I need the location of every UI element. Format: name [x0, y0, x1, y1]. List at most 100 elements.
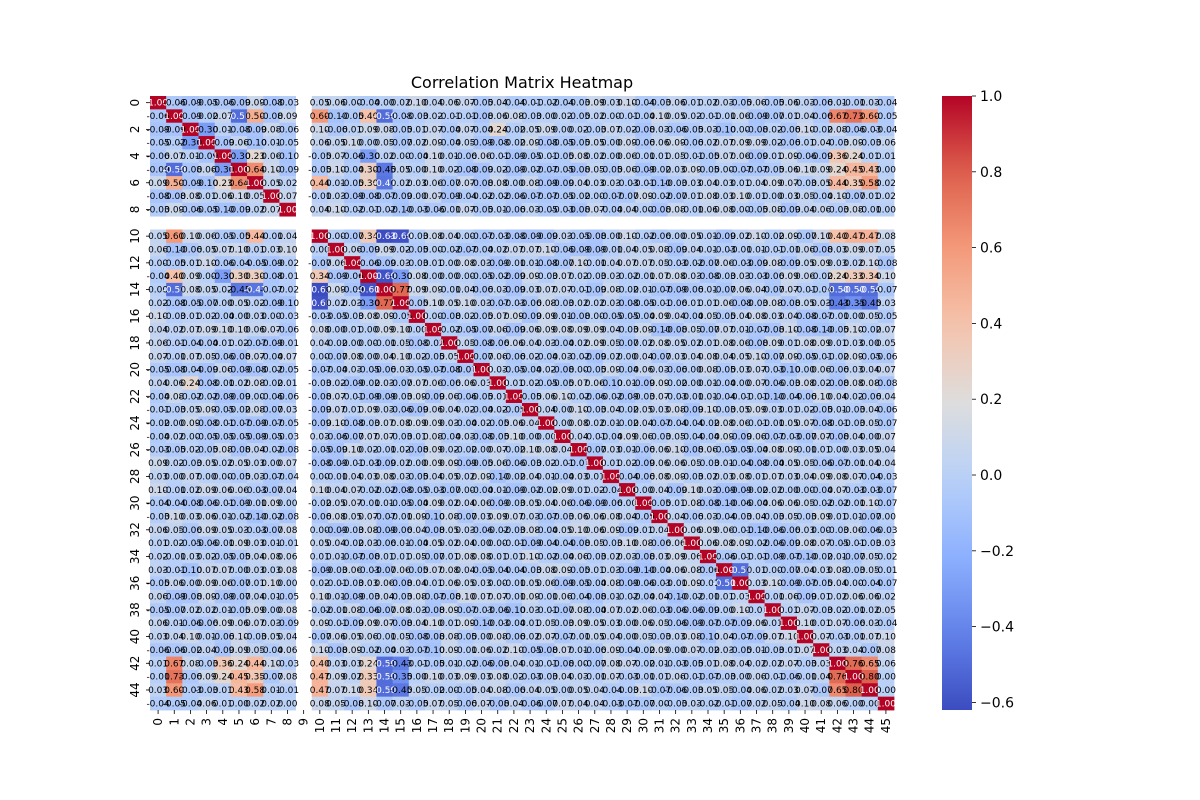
heatmap-cell: [505, 122, 523, 137]
cell-value-label: 0.04: [277, 486, 297, 496]
heatmap-cell: [408, 136, 426, 150]
heatmap-cell: [829, 122, 846, 137]
heatmap-cell: [732, 96, 749, 110]
heatmap-cell: [732, 136, 749, 150]
heatmap-cell: [538, 122, 555, 137]
heatmap-cell: [360, 149, 377, 164]
heatmap-cell: [489, 109, 507, 124]
cell-value-label: -0.10: [276, 152, 300, 162]
y-tick-label: 6: [128, 179, 142, 187]
cell-value-label: -0.08: [874, 259, 898, 269]
heatmap-cell: [150, 162, 167, 177]
heatmap-cell: [716, 122, 733, 137]
heatmap-cell: [441, 122, 458, 137]
cell-value-label: 0.05: [876, 606, 896, 616]
cell-value-label: 0.00: [277, 579, 297, 589]
y-tick-label: 10: [128, 229, 142, 244]
heatmap-cell: [602, 162, 620, 177]
x-tick-label: 0: [151, 718, 165, 726]
heatmap-cell: [150, 122, 167, 137]
heatmap-cell: [861, 136, 879, 150]
heatmap-cell: [716, 149, 733, 164]
cell-value-label: 0.00: [277, 699, 297, 709]
heatmap-cell: [522, 109, 539, 124]
heatmap-cell: [473, 96, 491, 110]
cell-value-label: 0.03: [876, 539, 896, 549]
cell-value-label: 0.04: [277, 232, 297, 242]
heatmap-cell: [247, 136, 264, 150]
heatmap-cell: [635, 162, 652, 177]
heatmap-cell: [505, 109, 523, 124]
heatmap-cell: [489, 96, 507, 110]
heatmap-cell: [748, 96, 765, 110]
heatmap-cell: [230, 162, 248, 177]
heatmap-cell: [360, 109, 377, 124]
heatmap-cell: [182, 96, 199, 110]
y-tick-label: 22: [128, 389, 142, 404]
heatmap-cell: [392, 149, 410, 164]
heatmap-cell: [505, 96, 523, 110]
heatmap-cell: [311, 149, 329, 164]
cell-value-label: 0.04: [876, 392, 896, 402]
heatmap-cell: [327, 109, 345, 124]
heatmap-cell: [150, 176, 167, 190]
cell-value-label: -0.02: [874, 553, 897, 563]
heatmap-cell: [651, 109, 668, 124]
x-tick-label: 43: [847, 718, 861, 733]
heatmap-cell: [699, 109, 717, 124]
cell-value-label: 0.08: [277, 606, 297, 616]
heatmap-cell: [327, 149, 345, 164]
heatmap-cell: [570, 149, 588, 164]
heatmap-cell: [376, 96, 393, 110]
heatmap-cell: [796, 136, 814, 150]
heatmap-cell: [214, 136, 232, 150]
cell-value-label: -0.02: [276, 286, 299, 296]
cell-value-label: 0.08: [277, 526, 297, 536]
x-tick-label: 44: [863, 718, 877, 733]
heatmap-cell: [457, 96, 474, 110]
heatmap-cell: [505, 162, 523, 177]
heatmap-cell: [845, 149, 863, 164]
cell-value-label: 0.04: [876, 446, 896, 456]
heatmap-cell: [230, 96, 248, 110]
y-tick-label: 18: [128, 335, 142, 350]
heatmap-cell: [602, 109, 620, 124]
heatmap-cell: [247, 149, 264, 164]
cell-value-label: -0.06: [276, 392, 300, 402]
cell-value-label: -0.02: [276, 259, 299, 269]
heatmap-cell: [522, 122, 539, 137]
heatmap-cell: [829, 149, 846, 164]
x-tick-label: 21: [491, 718, 505, 733]
heatmap-cell: [344, 96, 361, 110]
heatmap-cell: [796, 96, 814, 110]
cell-value-label: 0.08: [277, 673, 297, 683]
x-tick-label: 1: [167, 718, 181, 726]
heatmap-cell: [198, 176, 216, 190]
heatmap-cell: [635, 149, 652, 164]
heatmap-cell: [683, 122, 701, 137]
heatmap-cell: [861, 109, 879, 124]
heatmap-cell: [166, 162, 183, 177]
heatmap-cell: [424, 162, 442, 177]
heatmap-cell: [538, 96, 555, 110]
colorbar-tick-label: −0.6: [980, 695, 1014, 711]
heatmap-cell: [279, 109, 296, 124]
heatmap-cell: [570, 162, 588, 177]
heatmap-cell: [699, 96, 717, 110]
heatmap-cell: [279, 149, 296, 164]
heatmap-cell: [780, 109, 798, 124]
heatmap-cell: [198, 122, 216, 137]
colorbar-tick-label: −0.2: [980, 544, 1014, 560]
cell-value-label: -0.06: [874, 406, 898, 416]
cell-value-label: -0.08: [276, 512, 300, 522]
cell-value-label: -0.05: [276, 139, 299, 149]
cell-value-label: 0.02: [876, 192, 896, 202]
heatmap-cell: [247, 122, 264, 137]
heatmap-cell: [586, 149, 604, 164]
heatmap-cell: [586, 136, 604, 150]
x-tick-label: 39: [782, 718, 796, 733]
colorbar-tick-label: 0.2: [980, 392, 1002, 408]
cell-value-label: -0.03: [874, 472, 897, 482]
heatmap-cell: [748, 149, 765, 164]
heatmap-cell: [667, 122, 685, 137]
